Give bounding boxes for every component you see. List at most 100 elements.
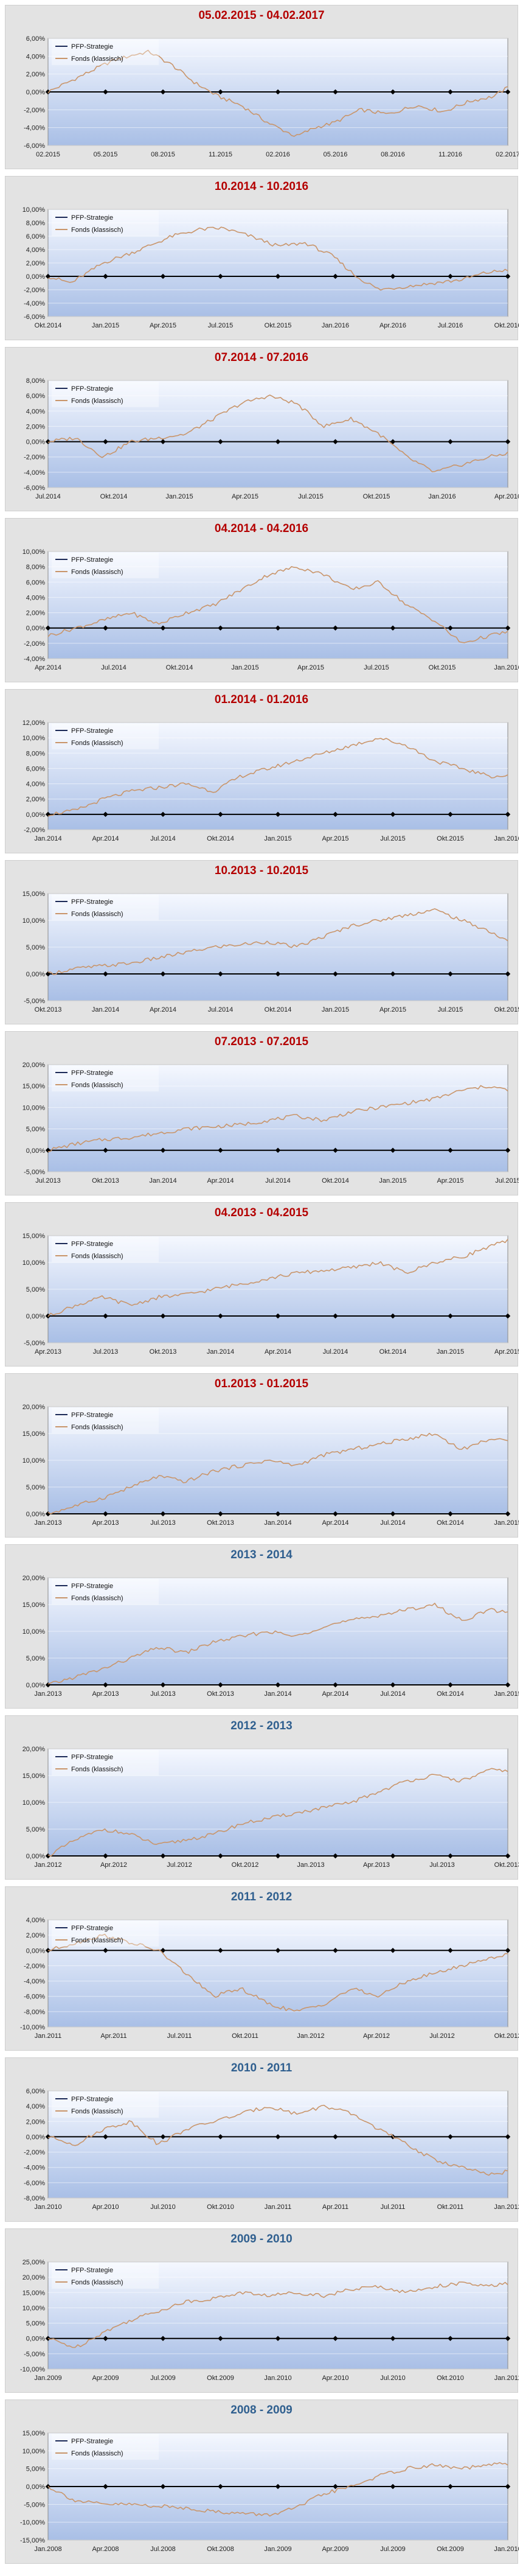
legend-pfp-label: PFP-Strategie (71, 385, 113, 393)
y-tick-label: -2,00% (24, 640, 45, 648)
x-tick-label: Jan.2012 (494, 2203, 519, 2211)
x-tick-label: Apr.2015 (232, 493, 258, 500)
y-tick-label: 25,00% (23, 2259, 46, 2266)
legend-fonds-label: Fonds (klassisch) (71, 397, 123, 405)
chart-svg: 15,00% 10,00% 5,00% 0,00% -5,00%Apr.2013 Jul.… (23, 1233, 519, 1356)
x-tick-label: Okt.2014 (437, 1519, 464, 1527)
x-tick-label: Apr.2014 (92, 835, 119, 842)
axis-marker (333, 2134, 338, 2140)
y-tick-label: 6,00% (26, 393, 45, 400)
axis-marker (275, 1853, 281, 1859)
chart-title: 01.2013 - 01.2015 (214, 1377, 309, 1390)
x-tick-label: Okt.2013 (35, 1006, 62, 1013)
x-tick-label: 11.2016 (438, 151, 462, 158)
chart-title: 10.2014 - 10.2016 (214, 180, 309, 193)
x-tick-label: Jan.2016 (322, 322, 349, 329)
x-tick-label: Jul.2015 (208, 322, 234, 329)
plot-area (47, 2090, 508, 2199)
legend: PFP-Strategie Fonds (klassisch) (52, 2263, 159, 2289)
x-tick-label: Jan.2015 (92, 322, 119, 329)
x-tick-label: Jan.2011 (265, 2203, 291, 2211)
x-tick-label: Jul.2015 (438, 1006, 463, 1013)
x-tick-label: Jul.2014 (323, 1348, 348, 1356)
x-tick-label: 11.2015 (209, 151, 232, 158)
fonds-series-line (47, 738, 508, 817)
axis-marker (160, 1682, 166, 1688)
legend-fonds-label: Fonds (klassisch) (71, 226, 123, 234)
y-tick-label: 15,00% (23, 891, 46, 898)
fonds-series-line (47, 1239, 508, 1317)
x-tick-label: Apr.2015 (494, 1348, 519, 1356)
x-tick-label: Jan.2014 (34, 835, 61, 842)
y-tick-label: 10,00% (23, 1457, 46, 1465)
y-tick-label: 15,00% (23, 2289, 46, 2297)
legend: PFP-Strategie Fonds (klassisch) (52, 1066, 159, 1091)
chart-svg: 15,00% 10,00% 5,00% 0,00% -5,00%Okt.2013 Jan.… (23, 891, 519, 1013)
legend: PFP-Strategie Fonds (klassisch) (52, 2434, 159, 2460)
x-tick-label: Jan.2015 (437, 1348, 464, 1356)
legend-box (52, 2092, 159, 2118)
axis-marker (103, 439, 108, 444)
x-tick-label: Jan.2016 (494, 664, 519, 671)
x-tick-label: Apr.2012 (363, 2032, 390, 2040)
x-tick-label: Jul.2015 (380, 835, 406, 842)
y-tick-label: 6,00% (26, 579, 45, 586)
y-tick-label: 2,00% (26, 1932, 45, 1939)
x-tick-label: Okt.2013 (92, 1177, 119, 1185)
chart-panel: 10.2014 - 10.2016 10,00% 8,00% 6,00% 4,00% 2,… (5, 176, 519, 340)
x-tick-label: 05.2015 (94, 151, 118, 158)
chart-title: 07.2014 - 07.2016 (214, 351, 309, 364)
y-tick-label: 8,00% (26, 564, 45, 571)
axis-marker (103, 1147, 108, 1153)
legend-fonds-label: Fonds (klassisch) (71, 2450, 123, 2457)
y-tick-label: -5,00% (24, 2501, 45, 2508)
legend: PFP-Strategie Fonds (klassisch) (52, 382, 159, 407)
x-tick-label: Apr.2014 (150, 1006, 176, 1013)
legend-box (52, 1579, 159, 1605)
x-tick-label: Jul.2014 (35, 493, 61, 500)
axis-marker (103, 89, 108, 95)
legend-fonds-label: Fonds (klassisch) (71, 1082, 123, 1089)
x-tick-label: Jan.2010 (494, 2546, 519, 2553)
fonds-series-line (47, 226, 508, 291)
x-tick-label: Apr.2011 (100, 2032, 126, 2040)
x-tick-label: Jan.2014 (149, 1177, 176, 1185)
y-tick-label: 10,00% (23, 2448, 46, 2455)
x-tick-label: Apr.2015 (379, 1006, 406, 1013)
axis-marker (218, 971, 223, 977)
legend-box (52, 1237, 159, 1262)
x-tick-label: Jul.2013 (150, 1690, 176, 1698)
axis-marker (45, 89, 51, 95)
axis-marker (275, 1313, 281, 1319)
y-tick-label: -5,00% (24, 2351, 45, 2358)
axis-marker (160, 273, 166, 279)
x-tick-label: Okt.2011 (232, 2032, 258, 2040)
y-tick-label: 0,00% (26, 1147, 45, 1155)
x-tick-label: Okt.2008 (207, 2546, 234, 2553)
x-tick-label: Okt.2014 (207, 835, 234, 842)
axis-marker (333, 1147, 338, 1153)
x-tick-label: Okt.2014 (322, 1177, 349, 1185)
axis-marker (218, 439, 223, 444)
y-tick-label: 0,00% (26, 971, 45, 978)
x-tick-label: Okt.2014 (437, 1690, 464, 1698)
x-tick-label: Apr.2013 (35, 1348, 61, 1356)
x-tick-label: 08.2016 (381, 151, 405, 158)
x-tick-label: Okt.2014 (265, 1006, 292, 1013)
x-tick-label: Jul.2010 (150, 2203, 176, 2211)
y-tick-label: -6,00% (24, 1993, 45, 2001)
y-tick-label: -5,00% (24, 998, 45, 1005)
legend: PFP-Strategie Fonds (klassisch) (52, 40, 159, 65)
y-tick-label: 5,00% (26, 1484, 45, 1491)
fonds-series-line (47, 1432, 508, 1514)
legend-pfp-label: PFP-Strategie (71, 1925, 113, 1932)
y-tick-label: 5,00% (26, 944, 45, 951)
x-tick-label: Jan.2011 (494, 2375, 519, 2382)
y-tick-label: -6,00% (24, 142, 45, 150)
chart-svg: 6,00% 4,00% 2,00% 0,00% -2,00% -4,00% -6,00% -8… (24, 2088, 519, 2211)
x-tick-label: Apr.2008 (92, 2546, 119, 2553)
y-tick-label: 10,00% (23, 548, 46, 556)
x-tick-label: Okt.2009 (437, 2546, 464, 2553)
x-tick-label: Jul.2012 (167, 1861, 192, 1869)
chart-title: 2012 - 2013 (230, 1720, 293, 1732)
